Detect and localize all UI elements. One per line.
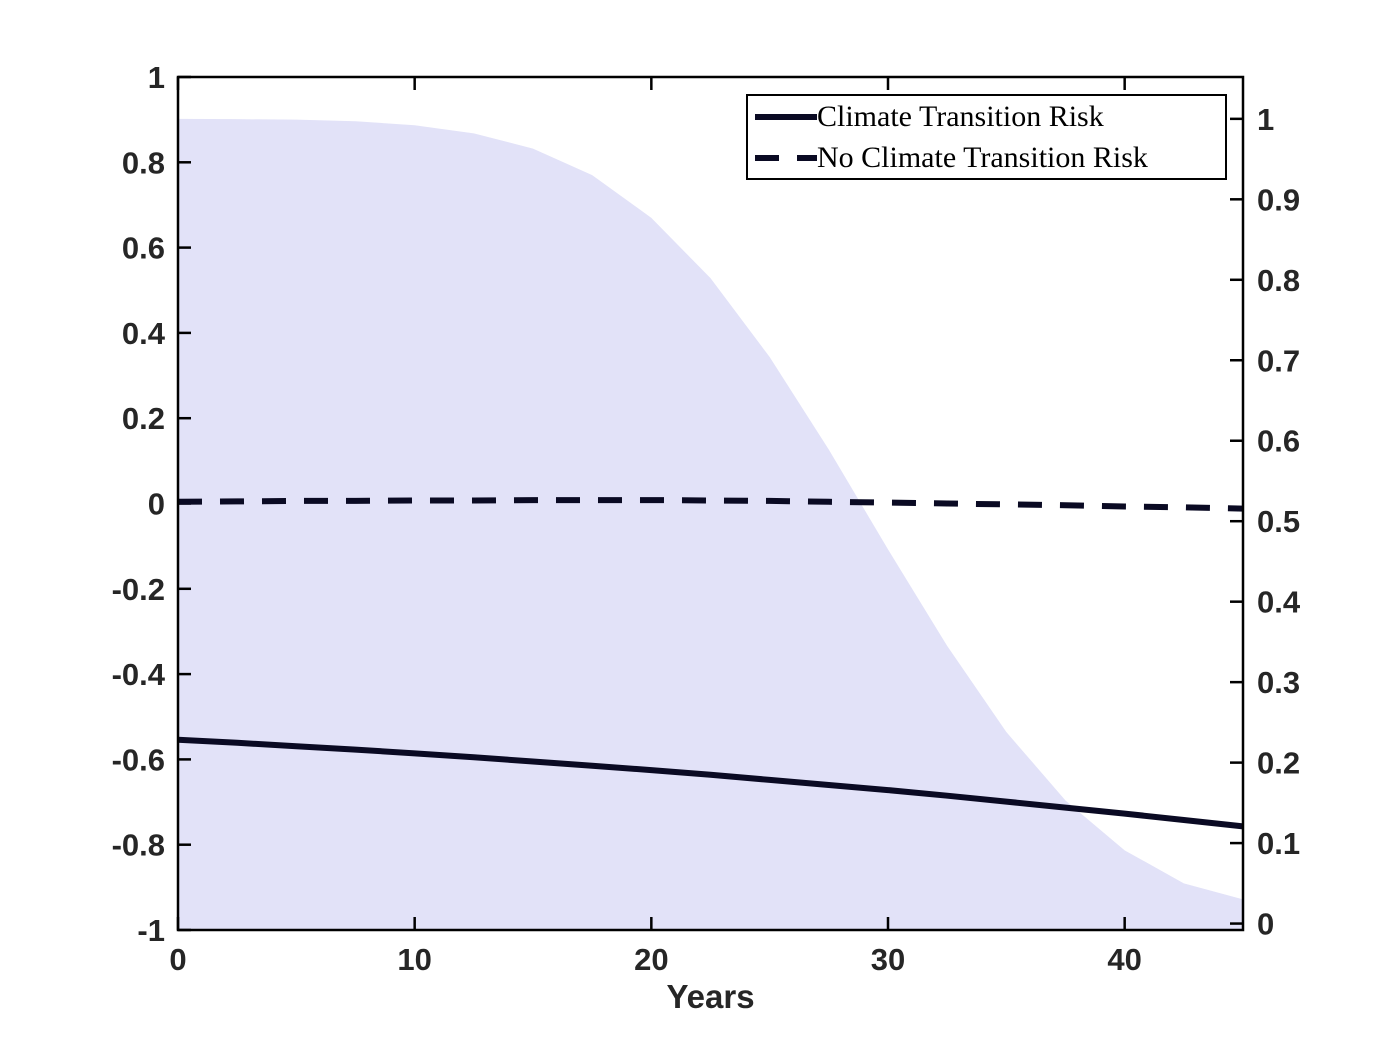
left-axis-tick-label: -0.8 (112, 828, 165, 863)
right-axis-tick-label: 0.9 (1257, 182, 1300, 217)
legend-line-sample-dashed (755, 154, 817, 161)
left-axis-tick-label: 0.8 (122, 145, 165, 180)
left-axis-tick-label: 0.6 (122, 231, 165, 266)
right-axis-tick-label: 0.5 (1257, 504, 1300, 539)
legend-item-climate-transition-risk: Climate Transition Risk (748, 96, 1225, 137)
left-axis-tick-label: -1 (137, 913, 165, 948)
left-axis-tick-label: -0.2 (112, 572, 165, 607)
right-axis-tick-label: 0.7 (1257, 343, 1300, 378)
right-axis-tick-label: 1 (1257, 102, 1274, 137)
climate-transition-risk-line (177, 736, 1244, 830)
right-axis-tick-label: 0.2 (1257, 746, 1300, 781)
x-axis-tick-label: 0 (169, 942, 186, 977)
legend-line-sample-solid (755, 113, 817, 120)
legend: Climate Transition Risk No Climate Transi… (746, 94, 1227, 180)
left-axis-tick-label: 0.2 (122, 401, 165, 436)
x-axis-label: Years (666, 978, 755, 1015)
left-axis-tick-label: 1 (148, 60, 165, 95)
x-axis-tick-label: 20 (634, 942, 668, 977)
no-climate-transition-risk-line (177, 497, 1244, 512)
legend-item-no-climate-transition-risk: No Climate Transition Risk (748, 137, 1225, 178)
plot-box (176, 75, 1245, 932)
shaded-area (178, 118, 1243, 931)
left-axis-tick-label: 0 (148, 487, 165, 522)
x-axis-tick-label: 10 (397, 942, 431, 977)
right-axis-tick-label: 0.3 (1257, 665, 1300, 700)
right-axis-tick-label: 0 (1257, 907, 1274, 942)
right-axis-tick-label: 0.8 (1257, 263, 1300, 298)
right-axis-tick-label: 0.1 (1257, 826, 1300, 861)
legend-label: Climate Transition Risk (817, 99, 1104, 133)
legend-label: No Climate Transition Risk (817, 140, 1148, 174)
right-axis-tick-label: 0.6 (1257, 424, 1300, 459)
right-axis-tick-label: 0.4 (1257, 585, 1301, 620)
left-axis-tick-label: -0.4 (112, 657, 166, 692)
x-axis-tick-label: 40 (1107, 942, 1141, 977)
x-axis-tick-label: 30 (871, 942, 905, 977)
left-axis-tick-label: -0.6 (112, 742, 165, 777)
left-axis-tick-label: 0.4 (122, 316, 166, 351)
